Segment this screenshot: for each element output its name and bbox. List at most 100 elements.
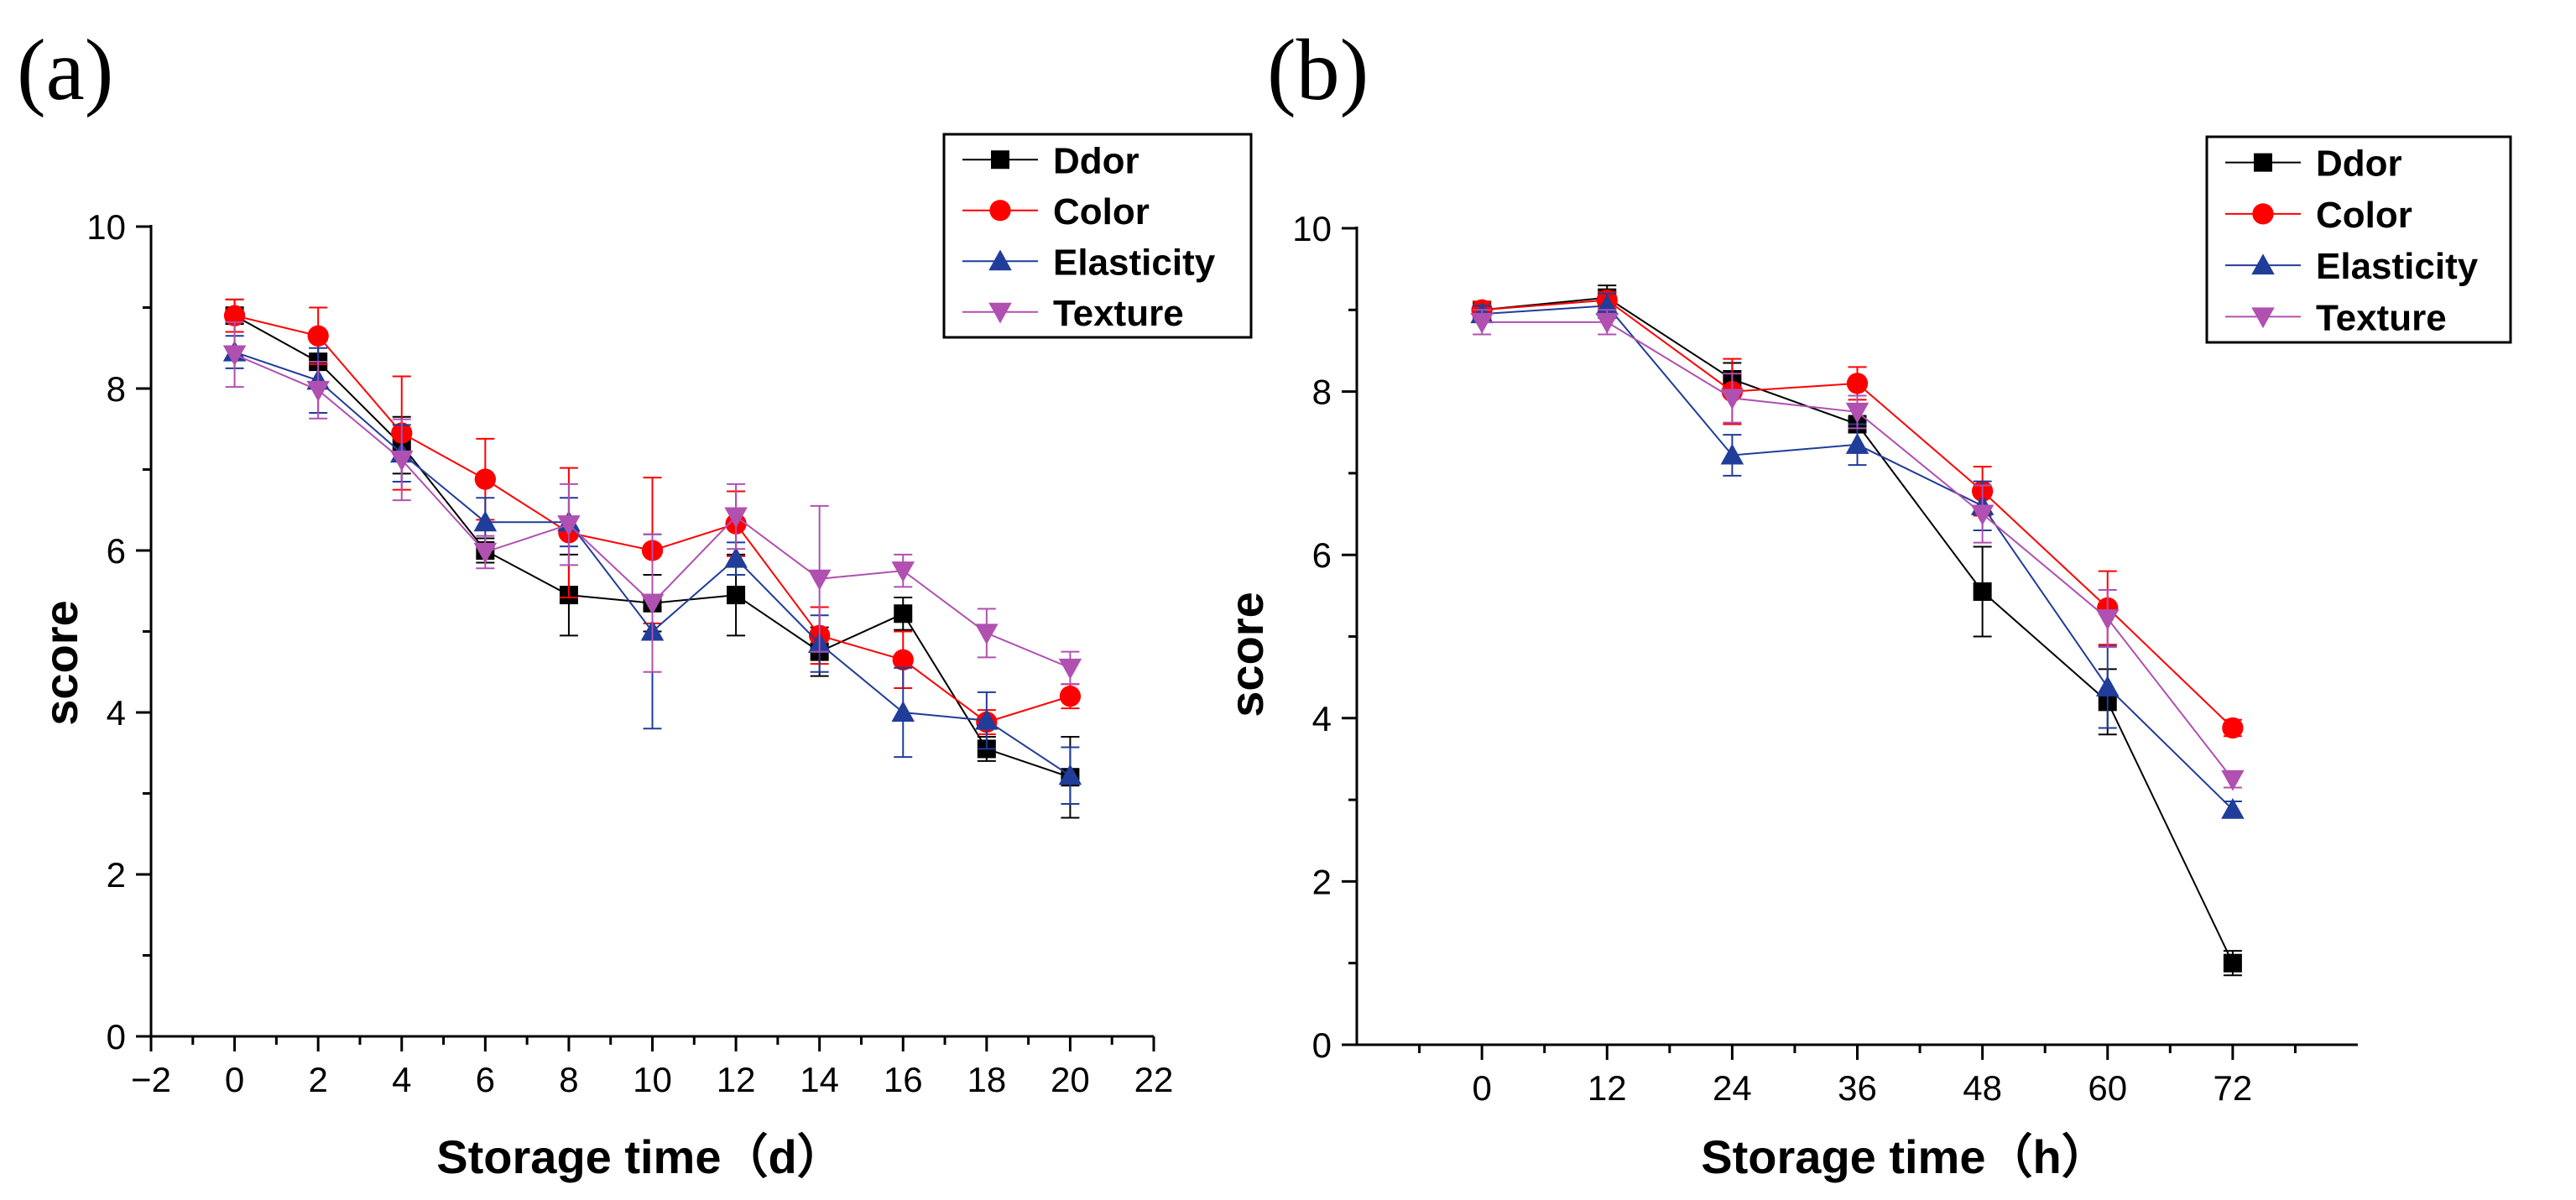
panel-a-series-color-point xyxy=(1059,686,1082,707)
panel-a-series-texture-point xyxy=(640,593,665,615)
panel-b-y-tick-label: 2 xyxy=(1312,862,1332,901)
panel-a-x-tick-label: 10 xyxy=(633,1060,672,1099)
panel-b-series-texture-point xyxy=(1845,402,1869,424)
panel-b-series-color-point xyxy=(1846,373,1869,394)
panel-b-y-tick-label: 6 xyxy=(1312,535,1332,575)
panel-a-x-tick-label: 20 xyxy=(1051,1060,1090,1099)
panel-a-legend: Ddor Color Elasticity Texture xyxy=(942,133,1253,339)
panel-a-series-elasticity-point xyxy=(473,510,498,532)
panel-b-series-texture-point xyxy=(1720,389,1744,410)
panel-a-legend-swatch-marker xyxy=(989,200,1011,222)
panel-b-series-color xyxy=(1471,289,2244,739)
panel-b-legend-label: Texture xyxy=(2316,297,2447,338)
panel-a-y-tick-label: 2 xyxy=(107,855,126,895)
panel-b-series-elasticity-point xyxy=(2096,676,2120,697)
panel-a-series-texture-point xyxy=(891,561,915,582)
panel-b-y-axis-title: score xyxy=(1220,592,1273,717)
panel-a-series-texture-point xyxy=(975,623,999,645)
panel-b-legend: Ddor Color Elasticity Texture xyxy=(2205,135,2512,344)
panel-a-series-elasticity-point xyxy=(724,546,748,568)
panel-a-x-tick-label: 22 xyxy=(1134,1060,1174,1099)
panel-a-series-texture-point xyxy=(557,515,581,536)
panel-a-series-texture-point xyxy=(306,380,330,402)
panel-a-y-tick-label: 4 xyxy=(107,693,126,733)
panel-a-legend-label: Color xyxy=(1053,191,1150,232)
panel-b-x-tick-label: 72 xyxy=(2214,1068,2253,1108)
panel-b-series-texture xyxy=(1470,309,2245,791)
panel-b-x-axis-title: Storage time（h） xyxy=(1701,1130,2108,1183)
panel-a-series-color-point xyxy=(474,468,496,490)
panel-b-series-texture-point xyxy=(2221,770,2245,791)
panel-a-y-axis-title: score xyxy=(34,600,87,725)
panel-a-legend-label: Elasticity xyxy=(1053,242,1216,283)
panel-a-legend-label: Ddor xyxy=(1053,140,1139,181)
panel-a-legend-swatch-marker xyxy=(988,249,1012,271)
panel-a-x-tick-label: 8 xyxy=(559,1060,578,1099)
panel-a-x-tick-label: 18 xyxy=(967,1060,1006,1099)
panel-a-legend-label: Texture xyxy=(1053,293,1184,334)
panel-a-x-tick-label: 14 xyxy=(800,1060,839,1099)
panel-b-y-tick-label: 0 xyxy=(1312,1025,1332,1065)
panel-a-x-tick-label: −2 xyxy=(131,1060,171,1099)
panel-a-series-elasticity-point xyxy=(891,701,915,722)
panel-b-x-tick-label: 0 xyxy=(1472,1068,1491,1108)
panel-b-legend-swatch-marker xyxy=(2254,153,2272,172)
panel-a-series-elasticity-point xyxy=(975,708,999,730)
panel-a-series-ddor-point xyxy=(894,604,913,623)
panel-b-x-tick-label: 48 xyxy=(1963,1068,2002,1108)
panel-b-x-tick-label: 36 xyxy=(1838,1068,1877,1108)
panel-b-legend-label: Ddor xyxy=(2316,143,2402,185)
panel-a-series-texture-point xyxy=(222,345,247,367)
panel-b-y-tick-label: 4 xyxy=(1312,699,1332,738)
panel-b-y-tick-label: 10 xyxy=(1292,209,1332,248)
panel-a-series-texture-point xyxy=(1058,658,1082,680)
panel-a-y-tick-label: 10 xyxy=(86,207,126,247)
panel-a-y-tick-label: 8 xyxy=(107,369,126,409)
panel-b-x-tick-label: 60 xyxy=(2088,1068,2127,1108)
panel-a-series-texture-point xyxy=(807,569,832,591)
panel-b-series-ddor-point xyxy=(1973,582,1992,601)
panel-b-label: (b) xyxy=(1267,22,1369,118)
panel-b-series-texture-point xyxy=(2096,609,2120,630)
panel-a-series-texture-point xyxy=(724,507,748,529)
panel-a-series-elasticity-point xyxy=(1058,764,1082,785)
panel-b-series-color-point xyxy=(2222,717,2244,739)
panel-b-series-texture-point xyxy=(1970,504,1995,526)
panel-b-legend-swatch-marker xyxy=(2252,203,2274,225)
panel-a-x-axis-title: Storage time（d） xyxy=(436,1130,843,1183)
panel-b-series-ddor-point xyxy=(2223,953,2242,973)
panel-a-series-texture xyxy=(222,321,1082,686)
panel-a-x-tick-label: 16 xyxy=(884,1060,923,1099)
panel-b-series-elasticity-point xyxy=(1845,433,1869,454)
panel-a-series-ddor-point xyxy=(727,586,746,605)
panel-b-series-texture-point xyxy=(1595,312,1619,334)
panel-b-legend-label: Color xyxy=(2316,195,2412,236)
panel-b-series-color-line xyxy=(1482,299,2234,729)
panel-a-y-tick-label: 0 xyxy=(107,1017,126,1057)
panel-b-x-tick-label: 24 xyxy=(1713,1068,1752,1108)
panel-a-legend-swatch-marker xyxy=(991,150,1009,170)
panel-a-legend-swatch-marker xyxy=(988,302,1012,324)
panel-b-series-elasticity-point xyxy=(1720,443,1744,465)
panel-a-series-color-point xyxy=(223,305,246,326)
panel-a-x-tick-label: 12 xyxy=(717,1060,756,1099)
panel-b-legend-label: Elasticity xyxy=(2316,246,2479,287)
panel-a-label: (a) xyxy=(17,22,113,118)
panel-a-x-tick-label: 2 xyxy=(308,1060,327,1099)
panel-a-y-tick-label: 6 xyxy=(107,531,126,571)
panel-a-x-tick-label: 0 xyxy=(225,1060,244,1099)
panel-a-series-texture-point xyxy=(473,542,498,564)
panel-a-series-texture-point xyxy=(390,450,414,472)
panel-b-legend-swatch-marker xyxy=(2251,307,2275,329)
panel-b-y-tick-label: 8 xyxy=(1312,373,1332,412)
panel-b-legend-swatch-marker xyxy=(2251,253,2275,275)
panel-b-x-tick-label: 12 xyxy=(1588,1068,1627,1108)
panel-a-x-tick-label: 6 xyxy=(476,1060,495,1099)
panel-b-series-texture-point xyxy=(1470,312,1494,334)
panel-b-series-elasticity-point xyxy=(2221,798,2245,819)
panel-a-series-color-point xyxy=(307,325,329,347)
panel-a-series-color-point xyxy=(892,649,914,670)
